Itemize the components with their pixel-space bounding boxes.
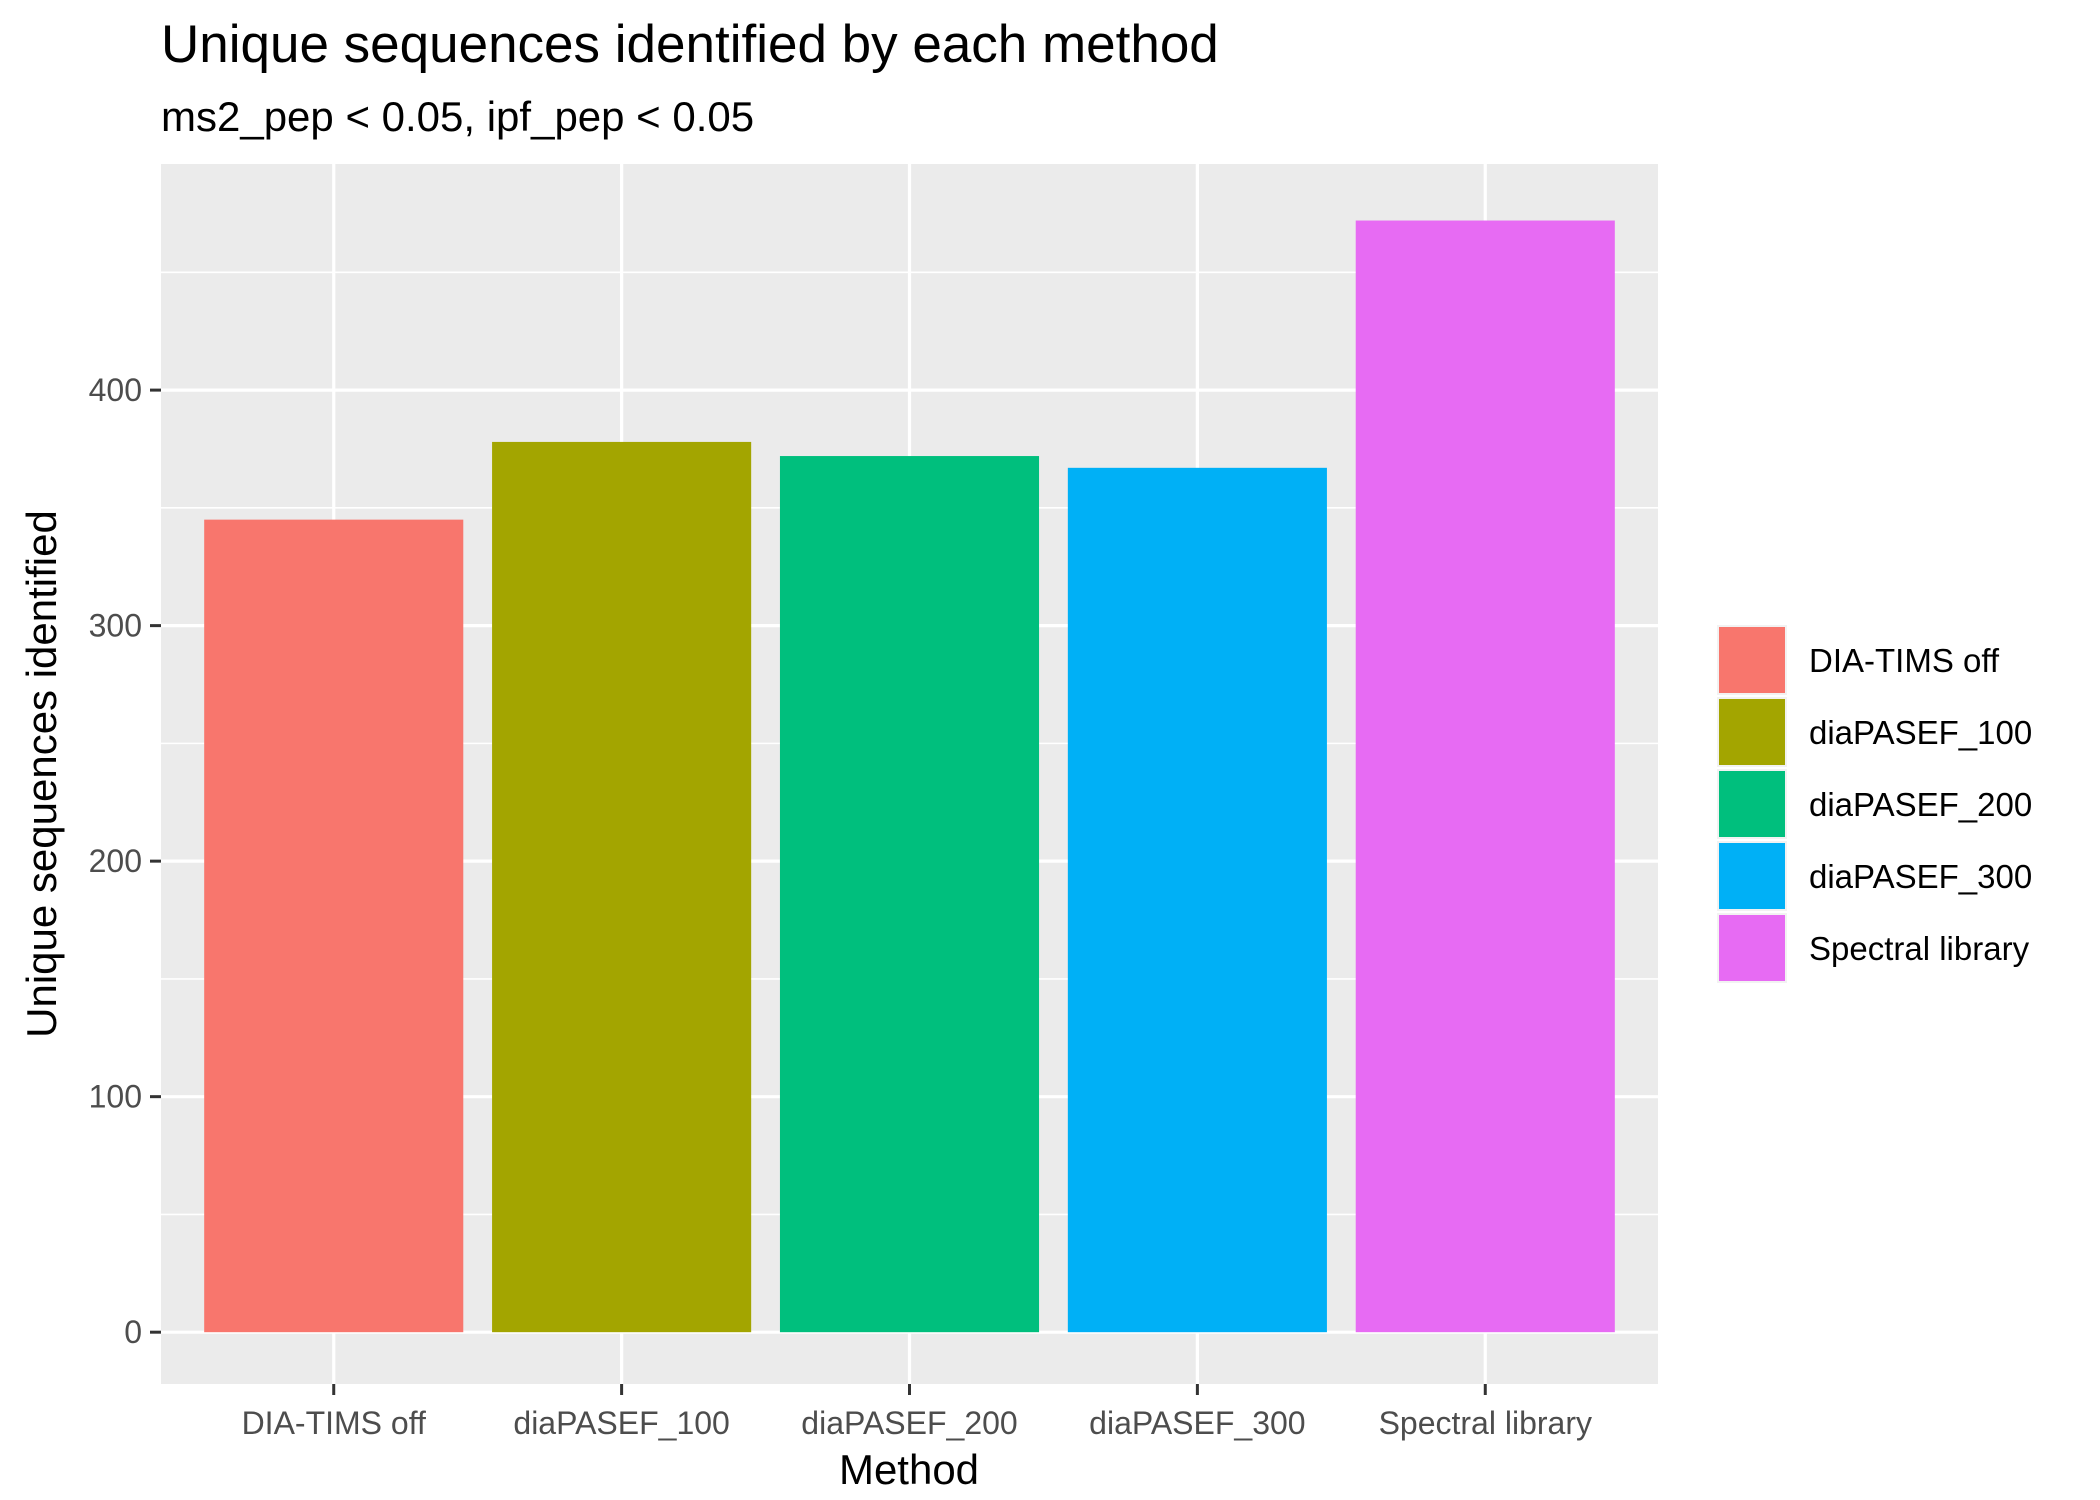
y-tick-label: 200 — [89, 843, 142, 879]
legend-swatch — [1719, 771, 1785, 837]
legend-label: Spectral library — [1809, 930, 2030, 967]
y-tick-label: 100 — [89, 1079, 142, 1115]
bars — [204, 220, 1615, 1333]
y-tick-label: 300 — [89, 608, 142, 644]
chart-title: Unique sequences identified by each meth… — [161, 15, 1219, 74]
x-tick-label: DIA-TIMS off — [242, 1405, 426, 1441]
bar — [204, 519, 464, 1333]
x-axis: DIA-TIMS off diaPASEF_100 diaPASEF_200 diaP… — [242, 1384, 1592, 1441]
legend-label: diaPASEF_200 — [1809, 786, 2032, 823]
y-tick-label: 0 — [124, 1314, 142, 1350]
x-tick-label: Spectral library — [1379, 1405, 1592, 1441]
legend-swatch — [1719, 699, 1785, 765]
legend-swatch — [1719, 843, 1785, 909]
x-tick-label: diaPASEF_300 — [1089, 1405, 1305, 1441]
y-axis-title: Unique sequences identified — [18, 510, 65, 1038]
y-axis: 0 100 200 300 400 — [89, 372, 161, 1350]
bar — [1067, 467, 1327, 1333]
x-tick-label: diaPASEF_200 — [801, 1405, 1017, 1441]
legend-label: DIA-TIMS off — [1809, 642, 2000, 679]
legend-swatch — [1719, 915, 1785, 981]
x-tick-label: diaPASEF_100 — [513, 1405, 729, 1441]
bar — [1355, 220, 1615, 1333]
chart-subtitle: ms2_pep < 0.05, ipf_pep < 0.05 — [161, 93, 754, 140]
bar — [492, 441, 752, 1333]
x-axis-title: Method — [839, 1446, 979, 1493]
legend-label: diaPASEF_100 — [1809, 714, 2032, 751]
legend-swatch — [1719, 627, 1785, 693]
legend: DIA-TIMS off diaPASEF_100 diaPASEF_200 diaP… — [1717, 625, 2032, 983]
bar — [779, 456, 1040, 1333]
legend-label: diaPASEF_300 — [1809, 858, 2032, 895]
y-tick-label: 400 — [89, 372, 142, 408]
